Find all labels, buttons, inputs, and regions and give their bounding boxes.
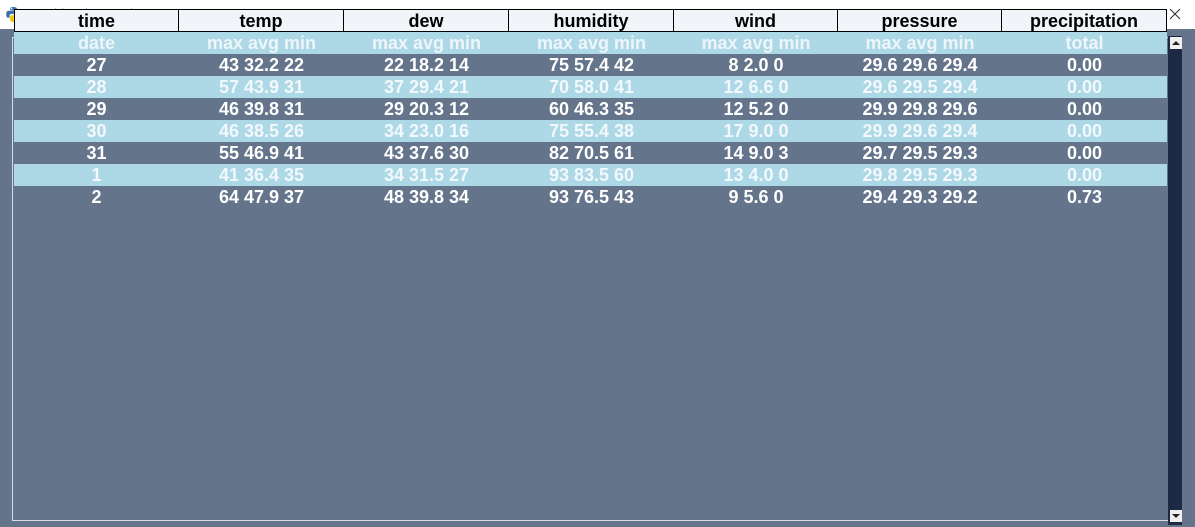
arrow-down-icon: [1172, 514, 1180, 518]
column-header-dew: dew: [344, 9, 509, 32]
column-header-precipitation: precipitation: [1002, 9, 1167, 32]
subheader-cell: max avg min: [674, 32, 838, 54]
table-cell: 0.00: [1002, 76, 1167, 98]
table-cell: 55 46.9 41: [179, 142, 344, 164]
table-cell: 29.7 29.5 29.3: [838, 142, 1002, 164]
subheader-cell: max avg min: [838, 32, 1002, 54]
table-cell: 12 5.2 0: [674, 98, 838, 120]
table-cell: 29.9 29.6 29.4: [838, 120, 1002, 142]
subheader-cell: date: [14, 32, 179, 54]
table-row: 2 64 47.9 37 48 39.8 34 93 76.5 43 9 5.6…: [14, 186, 1167, 208]
table-cell: 12 6.6 0: [674, 76, 838, 98]
table-cell: 17 9.0 0: [674, 120, 838, 142]
table-cell: 29.9 29.8 29.6: [838, 98, 1002, 120]
table-cell: 43 32.2 22: [179, 54, 344, 76]
table-cell: 70 58.0 41: [509, 76, 674, 98]
table-subheader-row: date max avg min max avg min max avg min…: [14, 32, 1167, 54]
table-cell: 0.00: [1002, 54, 1167, 76]
table-cell: 0.00: [1002, 142, 1167, 164]
table-cell: 0.00: [1002, 98, 1167, 120]
table-row: 28 57 43.9 31 37 29.4 21 70 58.0 41 12 6…: [14, 76, 1167, 98]
table-cell: 1: [14, 164, 179, 186]
column-header-pressure: pressure: [838, 9, 1002, 32]
table-cell: 57 43.9 31: [179, 76, 344, 98]
table-cell: 28: [14, 76, 179, 98]
subheader-cell: max avg min: [179, 32, 344, 54]
table-cell: 29: [14, 98, 179, 120]
table-row: 29 46 39.8 31 29 20.3 12 60 46.3 35 12 5…: [14, 98, 1167, 120]
table-row: 31 55 46.9 41 43 37.6 30 82 70.5 61 14 9…: [14, 142, 1167, 164]
table-cell: 34 31.5 27: [344, 164, 509, 186]
close-icon: [1169, 9, 1181, 20]
table-cell: 46 39.8 31: [179, 98, 344, 120]
table-cell: 29.4 29.3 29.2: [838, 186, 1002, 208]
table-cell: 29.6 29.5 29.4: [838, 76, 1002, 98]
arrow-up-icon: [1172, 41, 1180, 45]
column-header-temp: temp: [179, 9, 344, 32]
table-cell: 27: [14, 54, 179, 76]
table-cell: 30: [14, 120, 179, 142]
observations-table: time temp dew humidity wind pressure pre…: [14, 9, 1167, 208]
table-header-row: time temp dew humidity wind pressure pre…: [14, 9, 1167, 32]
table-cell: 48 39.8 34: [344, 186, 509, 208]
table-row: 1 41 36.4 35 34 31.5 27 93 83.5 60 13 4.…: [14, 164, 1167, 186]
table-cell: 60 46.3 35: [509, 98, 674, 120]
table-cell: 29.8 29.5 29.3: [838, 164, 1002, 186]
table-cell: 0.00: [1002, 164, 1167, 186]
column-header-time: time: [14, 9, 179, 32]
table-cell: 29.6 29.6 29.4: [838, 54, 1002, 76]
table-row: 27 43 32.2 22 22 18.2 14 75 57.4 42 8 2.…: [14, 54, 1167, 76]
table-cell: 93 76.5 43: [509, 186, 674, 208]
scroll-up-button[interactable]: [1170, 37, 1182, 49]
table-cell: 0.73: [1002, 186, 1167, 208]
table-cell: 0.00: [1002, 120, 1167, 142]
table-cell: 93 83.5 60: [509, 164, 674, 186]
subheader-cell: max avg min: [509, 32, 674, 54]
table-cell: 46 38.5 26: [179, 120, 344, 142]
table-cell: 8 2.0 0: [674, 54, 838, 76]
table-cell: 82 70.5 61: [509, 142, 674, 164]
close-button[interactable]: [1152, 0, 1195, 29]
table-cell: 75 57.4 42: [509, 54, 674, 76]
table-cell: 29 20.3 12: [344, 98, 509, 120]
subheader-cell: max avg min: [344, 32, 509, 54]
table-row: 30 46 38.5 26 34 23.0 16 75 55.4 38 17 9…: [14, 120, 1167, 142]
subheader-cell: total: [1002, 32, 1167, 54]
table-cell: 14 9.0 3: [674, 142, 838, 164]
column-header-humidity: humidity: [509, 9, 674, 32]
table-cell: 2: [14, 186, 179, 208]
table-cell: 64 47.9 37: [179, 186, 344, 208]
table-cell: 22 18.2 14: [344, 54, 509, 76]
table-cell: 43 37.6 30: [344, 142, 509, 164]
table-cell: 31: [14, 142, 179, 164]
table-cell: 9 5.6 0: [674, 186, 838, 208]
table-cell: 41 36.4 35: [179, 164, 344, 186]
scrollbar-thumb[interactable]: [1171, 50, 1181, 508]
table-cell: 37 29.4 21: [344, 76, 509, 98]
scroll-down-button[interactable]: [1170, 510, 1182, 522]
table-cell: 34 23.0 16: [344, 120, 509, 142]
column-header-wind: wind: [674, 9, 838, 32]
table-cell: 75 55.4 38: [509, 120, 674, 142]
table-cell: 13 4.0 0: [674, 164, 838, 186]
